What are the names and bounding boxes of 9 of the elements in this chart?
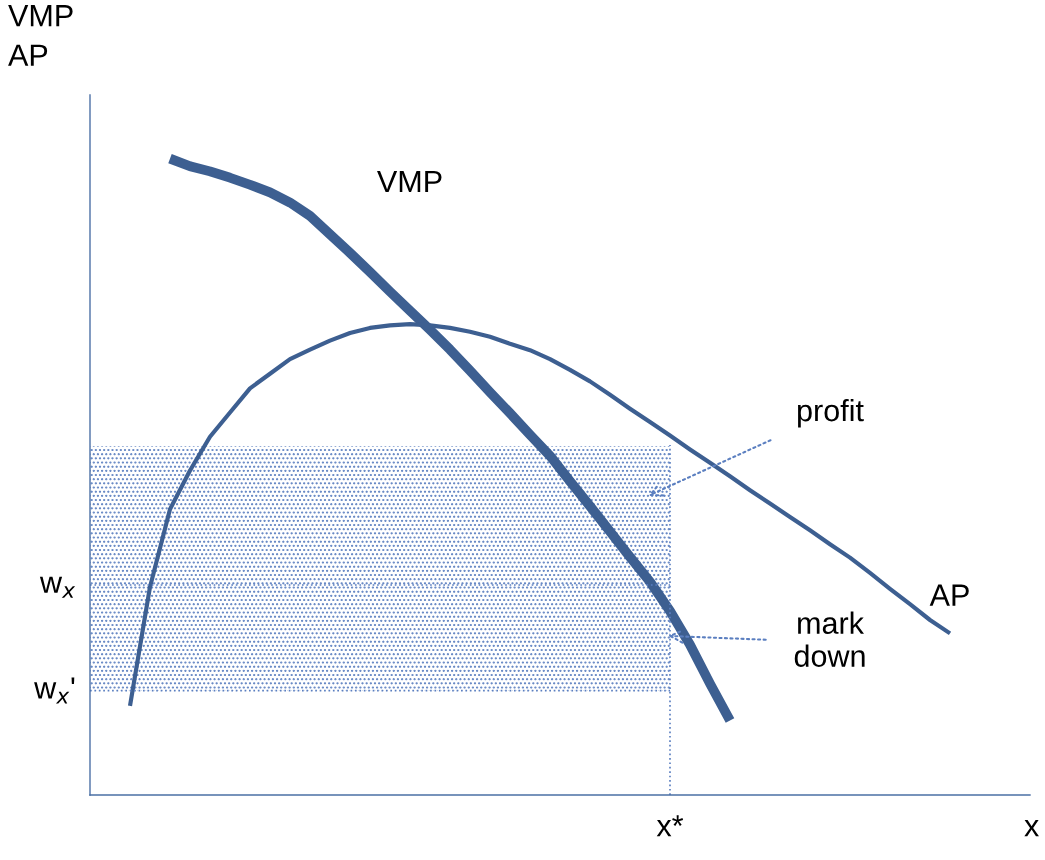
ref-line-label: w$_{x}$ [39,576,76,598]
ref-line-label: w$_{x}$' [34,677,75,704]
x-axis-title: x [1024,820,1039,837]
series-label: AP [929,584,969,606]
text: VMP [377,170,442,192]
annotation: profit [798,398,864,428]
annotation: mark down [794,611,865,667]
text: x* [656,815,684,837]
y-axis-title: VMP AP [8,5,73,66]
